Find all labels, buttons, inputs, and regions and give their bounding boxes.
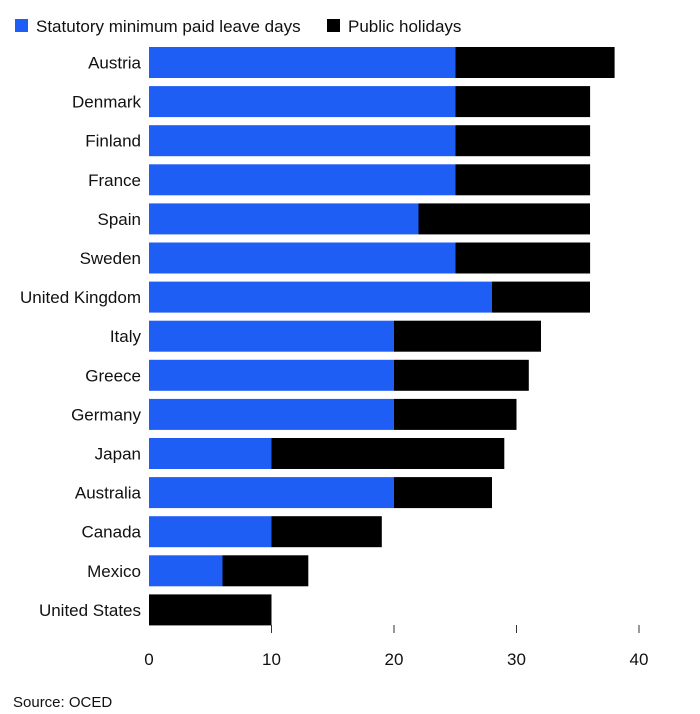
bar-greece-public-holidays <box>394 359 529 391</box>
bar-japan-public-holidays <box>271 438 505 469</box>
bar-japan-leave-days <box>149 438 272 469</box>
bar-austria-leave-days <box>149 47 456 78</box>
category-label-united-states: United States <box>39 601 141 620</box>
category-label-spain: Spain <box>98 210 141 229</box>
bar-sweden-leave-days <box>149 242 456 274</box>
legend-label-public-holidays: Public holidays <box>348 17 461 36</box>
bar-sweden-public-holidays <box>455 242 591 274</box>
bars <box>149 47 615 626</box>
bar-canada-leave-days <box>149 516 272 548</box>
bar-greece-leave-days <box>149 359 394 391</box>
category-labels: Austria Denmark Finland France Spain Sweden Un… <box>20 54 142 620</box>
bar-mexico-public-holidays <box>222 555 309 587</box>
bar-france-leave-days <box>149 164 456 196</box>
category-label-germany: Germany <box>71 405 141 424</box>
legend-swatch-public-holidays <box>327 19 340 32</box>
bar-italy-public-holidays <box>394 320 541 352</box>
bar-finland-leave-days <box>149 125 456 157</box>
bar-united-states-public-holidays <box>149 594 272 626</box>
x-tick-label-10: 10 <box>262 650 281 669</box>
category-label-italy: Italy <box>110 327 142 346</box>
x-tick-label-40: 40 <box>630 650 649 669</box>
category-label-mexico: Mexico <box>87 562 141 581</box>
bar-denmark-leave-days <box>149 86 456 118</box>
legend-label-leave-days: Statutory minimum paid leave days <box>36 17 301 36</box>
bar-united-kingdom-public-holidays <box>492 281 590 313</box>
x-tick-label-0: 0 <box>144 650 153 669</box>
bar-united-kingdom-leave-days <box>149 281 492 313</box>
legend: Statutory minimum paid leave days Public… <box>15 17 461 36</box>
x-tick-label-30: 30 <box>507 650 526 669</box>
source-note: Source: OCED <box>13 694 112 711</box>
category-label-japan: Japan <box>95 445 141 464</box>
category-label-australia: Australia <box>75 484 142 503</box>
bar-canada-public-holidays <box>271 516 382 548</box>
bar-germany-public-holidays <box>394 398 517 430</box>
x-tick-label-20: 20 <box>385 650 404 669</box>
category-label-denmark: Denmark <box>72 93 141 112</box>
category-label-finland: Finland <box>85 132 141 151</box>
category-label-sweden: Sweden <box>80 249 141 268</box>
bar-spain-leave-days <box>149 203 419 235</box>
bar-australia-public-holidays <box>394 477 492 509</box>
category-label-austria: Austria <box>88 54 141 73</box>
bar-denmark-public-holidays <box>455 86 591 118</box>
bar-germany-leave-days <box>149 398 394 430</box>
bar-mexico-leave-days <box>149 555 223 587</box>
category-label-united-kingdom: United Kingdom <box>20 288 141 307</box>
bar-australia-leave-days <box>149 477 394 509</box>
category-label-canada: Canada <box>81 523 141 542</box>
category-label-france: France <box>88 171 141 190</box>
bar-finland-public-holidays <box>455 125 591 157</box>
category-label-greece: Greece <box>85 366 141 385</box>
x-axis: 0 10 20 30 40 <box>144 625 648 669</box>
bar-italy-leave-days <box>149 320 394 352</box>
legend-swatch-leave-days <box>15 19 28 32</box>
bar-spain-public-holidays <box>418 203 590 235</box>
bar-france-public-holidays <box>455 164 591 196</box>
bar-austria-public-holidays <box>455 47 615 78</box>
